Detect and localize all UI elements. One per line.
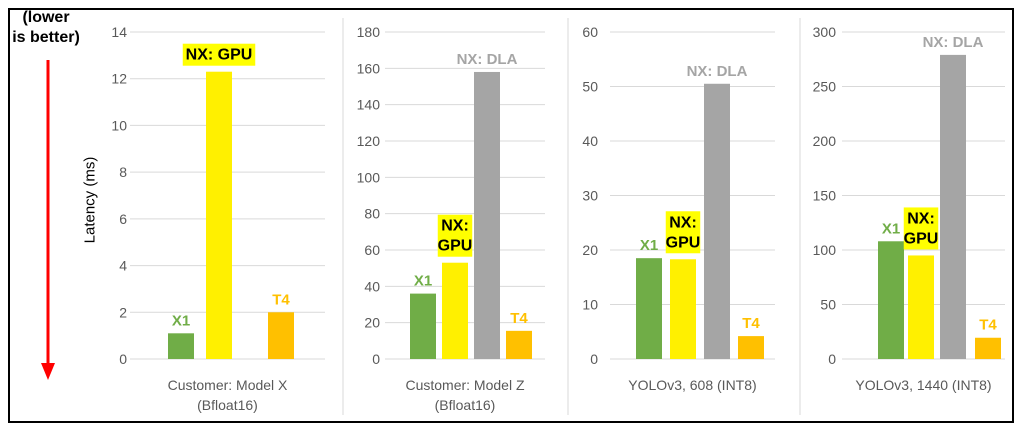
y-tick-label: 250 [813,79,837,95]
bar-label: T4 [272,291,290,308]
y-tick-label: 150 [813,188,837,204]
y-tick-label: 0 [828,351,836,367]
bar-label: NX: [907,210,935,227]
gpu-label-highlight [182,43,256,66]
bar-label: X1 [414,273,432,290]
bar-label: X1 [172,312,190,329]
x-axis-label: YOLOv3, 1440 (INT8) [855,377,991,393]
y-tick-label: 80 [364,206,380,222]
bar [738,336,764,359]
y-tick-label: 60 [364,242,380,258]
bar [878,241,904,359]
gpu-label-highlight [437,214,473,257]
bar-label: NX: GPU [186,47,253,64]
y-tick-label: 60 [582,24,598,40]
bar [940,54,966,359]
bar-label: NX: DLA [687,63,748,80]
bar [506,330,532,359]
bar [168,333,194,359]
bar-label: T4 [510,310,528,327]
bar-label: GPU [438,238,473,255]
note-line-1: (lower [22,9,70,26]
y-tick-label: 0 [372,351,380,367]
y-tick-label: 100 [357,169,381,185]
y-tick-label: 14 [111,24,127,40]
y-tick-label: 100 [813,242,837,258]
bar-label: GPU [666,234,701,251]
bar-label: NX: DLA [923,34,984,51]
y-tick-label: 180 [357,24,381,40]
y-tick-label: 40 [582,133,598,149]
bar [206,71,232,359]
y-tick-label: 8 [119,164,127,180]
bar [908,255,934,359]
bar [975,337,1001,359]
bar [636,258,662,359]
bar-label: X1 [640,237,658,254]
y-tick-label: 6 [119,211,127,227]
x-axis-label: Customer: Model Z [405,377,524,393]
gpu-label-highlight [903,207,939,250]
figure-frame [8,8,1014,423]
lower-is-better-note: (lower is better) [10,8,82,48]
bar-label: T4 [742,315,760,332]
bar [442,262,468,359]
y-tick-label: 50 [582,79,598,95]
y-tick-label: 120 [357,133,381,149]
y-tick-label: 160 [357,60,381,76]
bar [474,71,500,359]
bar [410,293,436,359]
y-tick-label: 20 [364,315,380,331]
down-arrow-icon [41,60,55,380]
bar-label: NX: [441,218,469,235]
y-tick-label: 50 [820,297,836,313]
y-tick-label: 2 [119,304,127,320]
bar-label: NX: [669,214,697,231]
y-tick-label: 10 [582,297,598,313]
bar [670,259,696,359]
y-tick-label: 12 [111,71,127,87]
x-axis-label: (Bfloat16) [435,397,496,413]
bar [704,83,730,360]
bar-label: X1 [882,220,900,237]
x-axis-label: Customer: Model X [168,377,288,393]
gpu-label-highlight [665,211,701,254]
note-line-2: is better) [12,29,80,46]
bar [268,312,294,359]
y-tick-label: 300 [813,24,837,40]
y-tick-label: 0 [119,351,127,367]
y-tick-label: 200 [813,133,837,149]
bar-label: NX: DLA [457,51,518,68]
bar-label: T4 [979,317,997,334]
y-tick-label: 4 [119,258,127,274]
x-axis-label: (Bfloat16) [197,397,258,413]
y-tick-label: 140 [357,97,381,113]
y-tick-label: 0 [590,351,598,367]
y-tick-label: 30 [582,188,598,204]
x-axis-label: YOLOv3, 608 (INT8) [628,377,756,393]
y-tick-label: 10 [111,117,127,133]
arrow-head [41,363,55,380]
bar-label: GPU [904,230,939,247]
y-tick-label: 20 [582,242,598,258]
y-tick-label: 40 [364,278,380,294]
